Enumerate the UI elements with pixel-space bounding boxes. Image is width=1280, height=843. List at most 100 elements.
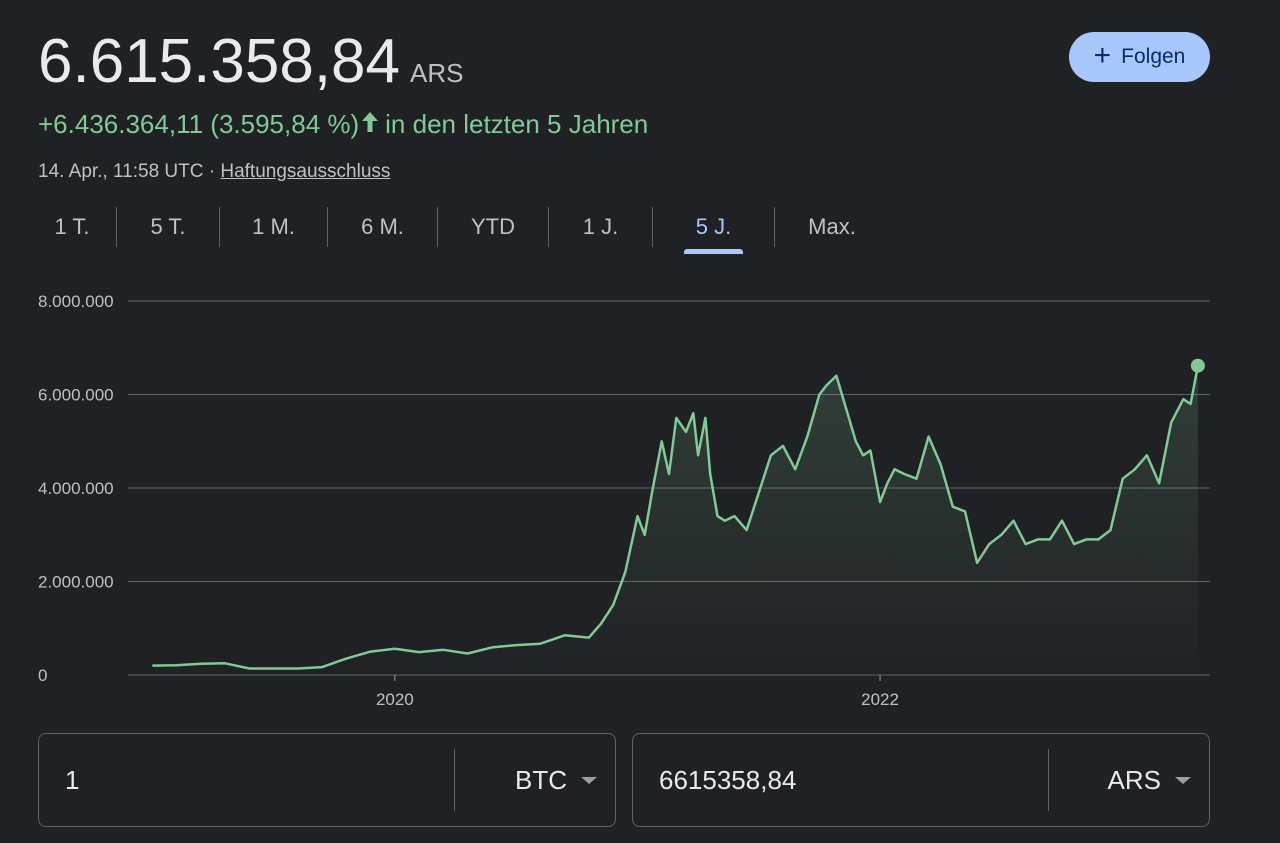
from-currency-select[interactable]: BTC xyxy=(455,765,615,796)
y-tick-label: 2.000.000 xyxy=(38,573,114,592)
divider xyxy=(454,749,455,811)
data-point xyxy=(637,516,638,517)
change-value: +6.436.364,11 (3.595,84 %) xyxy=(38,109,360,139)
data-point xyxy=(705,417,706,418)
data-point xyxy=(669,473,670,474)
price-area xyxy=(152,365,1198,675)
data-point xyxy=(1098,539,1099,540)
tab-1-month[interactable]: 1 M. xyxy=(220,207,328,247)
change-period: in den letzten 5 Jahren xyxy=(385,109,649,139)
data-point xyxy=(1171,422,1172,423)
arrow-up-icon xyxy=(361,109,379,140)
price-currency: ARS xyxy=(410,58,464,88)
price-chart: 8.000.000 6.000.000 4.000.000 2.000.000 0 20… xyxy=(38,292,1210,709)
data-point xyxy=(783,445,784,446)
tab-5-days[interactable]: 5 T. xyxy=(117,207,220,247)
data-point xyxy=(467,653,468,654)
data-point xyxy=(1183,399,1184,400)
data-point xyxy=(819,394,820,395)
data-point xyxy=(644,534,645,535)
data-point xyxy=(870,450,871,451)
data-point xyxy=(887,483,888,484)
from-amount-input[interactable]: 1 xyxy=(65,764,80,795)
tab-1-day[interactable]: 1 T. xyxy=(28,207,117,247)
x-tick-label: 2022 xyxy=(861,690,899,709)
data-point xyxy=(540,643,541,644)
data-point xyxy=(588,637,589,638)
data-point xyxy=(152,665,153,666)
y-tick-label: 8.000.000 xyxy=(38,292,114,311)
range-tabs: 1 T. 5 T. 1 M. 6 M. YTD 1 J. 5 J. Max. xyxy=(28,207,889,255)
data-point xyxy=(1013,520,1014,521)
data-point xyxy=(1001,534,1002,535)
data-point xyxy=(693,413,694,414)
y-tick-label: 4.000.000 xyxy=(38,479,114,498)
data-point xyxy=(249,668,250,669)
data-point xyxy=(846,408,847,409)
data-point xyxy=(758,492,759,493)
data-point xyxy=(1062,520,1063,521)
data-point xyxy=(698,455,699,456)
data-point xyxy=(717,516,718,517)
to-amount-input[interactable]: 6615358,84 xyxy=(659,764,797,795)
divider xyxy=(1048,749,1049,811)
data-point xyxy=(746,530,747,531)
data-point xyxy=(176,665,177,666)
tab-max[interactable]: Max. xyxy=(808,214,856,239)
x-tick-label: 2020 xyxy=(376,690,414,709)
dropdown-caret-icon xyxy=(1175,776,1191,784)
y-tick-label: 6.000.000 xyxy=(38,386,114,405)
data-point xyxy=(940,464,941,465)
data-point xyxy=(297,668,298,669)
data-point xyxy=(1190,403,1191,404)
data-point xyxy=(1122,478,1123,479)
from-currency-label: BTC xyxy=(515,764,567,795)
data-point xyxy=(836,375,837,376)
data-point xyxy=(443,649,444,650)
data-point xyxy=(724,520,725,521)
dropdown-caret-icon xyxy=(581,776,597,784)
timestamp-row: 14. Apr., 11:58 UTC · Haftungsausschluss xyxy=(38,161,390,183)
data-point xyxy=(370,651,371,652)
disclaimer-link[interactable]: Haftungsausschluss xyxy=(220,161,391,182)
converter-from: 1 BTC xyxy=(38,733,616,827)
data-point xyxy=(710,473,711,474)
price-change: +6.436.364,11 (3.595,84 %) in den letzte… xyxy=(38,109,648,140)
data-point xyxy=(928,436,929,437)
data-point xyxy=(625,572,626,573)
data-point xyxy=(964,511,965,512)
follow-label: Folgen xyxy=(1121,45,1186,68)
to-currency-label: ARS xyxy=(1107,764,1161,795)
data-point xyxy=(1134,469,1135,470)
tab-1-year[interactable]: 1 J. xyxy=(549,207,653,247)
current-price-dot[interactable] xyxy=(1190,358,1205,373)
data-point xyxy=(1049,539,1050,540)
data-point xyxy=(952,506,953,507)
data-point xyxy=(564,635,565,636)
data-point xyxy=(1146,455,1147,456)
to-currency-select[interactable]: ARS xyxy=(1049,765,1209,796)
follow-button[interactable]: + Folgen xyxy=(1069,32,1210,82)
data-point xyxy=(419,652,420,653)
data-point xyxy=(322,667,323,668)
data-point xyxy=(225,663,226,664)
tab-6-months[interactable]: 6 M. xyxy=(328,207,438,247)
data-point xyxy=(904,473,905,474)
data-point xyxy=(863,455,864,456)
price-line xyxy=(152,365,1200,670)
price-header: 6.615.358,84 ARS xyxy=(38,26,463,97)
data-point xyxy=(989,544,990,545)
data-point xyxy=(770,455,771,456)
tab-ytd[interactable]: YTD xyxy=(438,207,549,247)
timestamp: 14. Apr., 11:58 UTC xyxy=(38,161,204,182)
data-point xyxy=(652,492,653,493)
plus-icon: + xyxy=(1093,39,1112,72)
tab-5-years[interactable]: 5 J. xyxy=(684,207,743,254)
meta-separator: · xyxy=(208,161,216,182)
data-point xyxy=(734,516,735,517)
data-point xyxy=(613,604,614,605)
data-point xyxy=(1159,483,1160,484)
data-point xyxy=(273,668,274,669)
data-point xyxy=(916,478,917,479)
data-point xyxy=(676,417,677,418)
